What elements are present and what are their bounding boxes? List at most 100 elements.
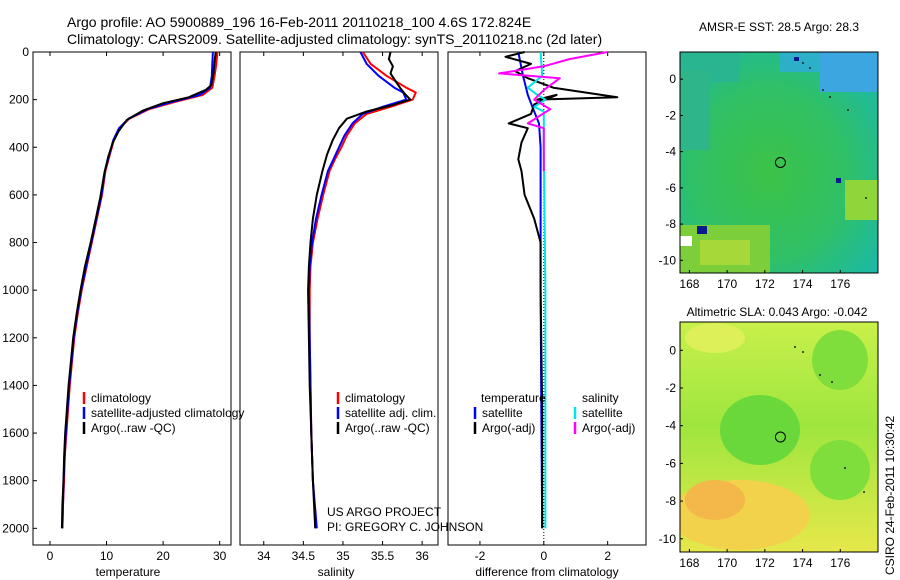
series-line-salinity-argo-adj (498, 51, 608, 172)
y-tick-label: 2000 (2, 521, 29, 535)
y-tick-label: 400 (9, 140, 29, 154)
sst-missing-pixel (697, 226, 707, 234)
y-tick-label: 1800 (2, 474, 29, 488)
credit-line2: PI: GREGORY C. JOHNSON (327, 520, 483, 534)
y-tick-label: -2 (665, 381, 676, 395)
island-dot (847, 109, 849, 111)
x-tick-label: 2 (604, 549, 611, 563)
x-tick-label: 176 (830, 277, 850, 291)
island-dot (865, 197, 867, 199)
series-line-satellite-adjusted-climatology (61, 51, 214, 529)
y-tick-label: 1600 (2, 426, 29, 440)
x-tick-label: 172 (755, 277, 775, 291)
temperature-xticks: 0 10 20 30 (47, 52, 227, 563)
island-dot (829, 96, 831, 98)
salinity-legend: climatology satellite adj. clim. Argo(..… (336, 391, 436, 435)
legend-label-salinity-satellite: satellite (582, 406, 623, 420)
difference-axes-frame (447, 51, 647, 546)
sst-cool-patch (820, 52, 878, 92)
legend-label-temperature-argo: Argo(-adj) (482, 421, 535, 435)
y-tick-label: -4 (665, 145, 676, 159)
x-tick-label: 168 (679, 556, 699, 570)
y-tick-label: 1000 (2, 283, 29, 297)
y-tick-label: -10 (659, 532, 677, 546)
sst-map: AMSR-E SST: 28.5 Argo: 28.3 168 170 172 174… (659, 20, 879, 291)
y-tick-label: -6 (665, 456, 676, 470)
sla-map-yticks: 0 -2 -4 -6 -8 -10 (659, 343, 683, 546)
sla-high-patch (685, 480, 745, 520)
sst-map-title: AMSR-E SST: 28.5 Argo: 28.3 (699, 20, 859, 34)
sla-low-patch (810, 440, 870, 500)
float-position-marker (774, 431, 786, 443)
salinity-xlabel: salinity (318, 565, 355, 579)
x-tick-label: 172 (755, 556, 775, 570)
legend-label-argo: Argo(..raw -QC) (91, 421, 176, 435)
x-tick-label: 35.5 (371, 549, 395, 563)
x-tick-label: 30 (213, 549, 227, 563)
legend-label-climatology: climatology (91, 391, 151, 405)
legend-label-satellite-adjusted: satellite-adjusted climatology (91, 406, 244, 420)
sst-cool-patch (680, 70, 710, 150)
temperature-axes-frame (32, 51, 232, 546)
sst-map-yticks: 0 -2 -4 -6 -8 -10 (659, 72, 683, 267)
x-tick-label: 168 (679, 277, 699, 291)
temperature-panel: 0 200 400 600 800 1000 1200 1400 1600 1800 2000 0 1… (2, 45, 244, 579)
y-tick-label: -4 (665, 419, 676, 433)
series-line-temperature-argo-adj (504, 51, 619, 529)
island-dot (863, 491, 865, 493)
temperature-yticks: 0 200 400 600 800 1000 1200 1400 1600 1800 2000 (2, 45, 37, 535)
legend-label-salinity-argo: Argo(-adj) (582, 421, 635, 435)
x-tick-label: 176 (830, 556, 850, 570)
sla-map-frame (679, 321, 879, 553)
series-line-argo-raw-qc (60, 51, 217, 529)
y-tick-label: 0 (669, 343, 676, 357)
sla-map-title: Altimetric SLA: 0.043 Argo: -0.042 (687, 305, 868, 319)
header-line2: Climatology: CARS2009. Satellite-adjuste… (67, 31, 602, 47)
series-line-satellite-adj-clim (307, 51, 408, 529)
temperature-series (60, 51, 219, 529)
sst-missing-pixel (836, 178, 841, 183)
salinity-xticks: 34 34.5 35 35.5 36 (257, 52, 429, 563)
x-tick-label: 20 (156, 549, 170, 563)
salinity-series (307, 51, 417, 529)
y-tick-label: 1400 (2, 378, 29, 392)
difference-series (498, 51, 619, 529)
island-dot (844, 467, 846, 469)
island-dot (809, 67, 811, 69)
y-tick-label: -2 (665, 108, 676, 122)
salinity-axes-frame (239, 51, 439, 546)
y-tick-label: 0 (22, 45, 29, 59)
x-tick-label: 0 (47, 549, 54, 563)
sst-land-pixel (680, 236, 692, 246)
series-line-climatology (308, 51, 417, 529)
x-tick-label: 36 (415, 549, 429, 563)
x-tick-label: 0 (540, 549, 547, 563)
legend-heading-salinity: salinity (582, 391, 619, 405)
y-tick-label: 1200 (2, 331, 29, 345)
x-tick-label: 174 (793, 556, 813, 570)
sla-map-xticks: 168 170 172 174 176 (679, 549, 851, 570)
y-tick-label: 800 (9, 236, 29, 250)
y-tick-label: 600 (9, 188, 29, 202)
island-dot (802, 62, 804, 64)
legend-label-satellite-adjusted: satellite adj. clim. (345, 406, 436, 420)
temperature-xlabel: temperature (96, 565, 161, 579)
y-tick-label: -6 (665, 181, 676, 195)
legend-heading-temperature: temperature (481, 391, 546, 405)
header-line1: Argo profile: AO 5900889_196 16-Feb-2011… (67, 14, 531, 30)
temperature-legend: climatology satellite-adjusted climatolo… (82, 391, 244, 435)
series-line-climatology (61, 51, 219, 529)
legend-label-argo: Argo(..raw -QC) (345, 421, 430, 435)
legend-label-temperature-satellite: satellite (482, 406, 523, 420)
island-dot (794, 346, 796, 348)
y-tick-label: -8 (665, 494, 676, 508)
x-tick-label: 170 (717, 556, 737, 570)
salinity-panel: 34 34.5 35 35.5 36 salinity climatology sate… (239, 51, 483, 579)
x-tick-label: -2 (475, 549, 486, 563)
x-tick-label: 35 (336, 549, 350, 563)
sla-low-patch (720, 395, 800, 465)
difference-legend: temperature satellite Argo(-adj) salinit… (473, 391, 635, 435)
difference-xlabel: difference from climatology (475, 565, 618, 579)
timestamp-stamp: CSIRO 24-Feb-2011 10:30:42 (883, 415, 897, 575)
x-tick-label: 10 (100, 549, 114, 563)
